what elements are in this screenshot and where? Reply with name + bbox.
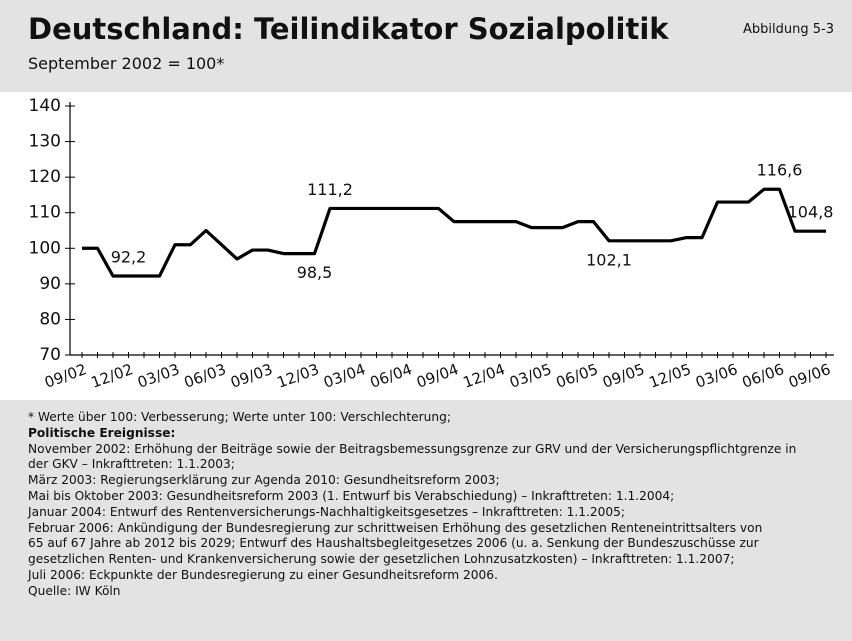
chart-title: Deutschland: Teilindikator Sozialpolitik (28, 12, 669, 46)
y-tick-label: 80 (39, 309, 61, 329)
note-line: gesetzlichen Renten- und Krankenversiche… (28, 552, 735, 567)
note-line: Februar 2006: Ankündigung der Bundesregi… (28, 520, 763, 535)
data-label: 102,1 (586, 250, 632, 269)
note-line: 65 auf 67 Jahre ab 2012 bis 2029; Entwur… (28, 536, 759, 551)
note-line: Januar 2004: Entwurf des Rentenversicher… (28, 504, 626, 519)
note-line: Politische Ereignisse: (28, 425, 176, 440)
plot-background (0, 92, 852, 400)
y-tick-label: 110 (29, 203, 61, 223)
data-label: 92,2 (111, 248, 147, 267)
data-label: 98,5 (297, 263, 333, 282)
data-label: 104,8 (788, 203, 834, 222)
note-line: der GKV – Inkrafttreten: 1.1.2003; (28, 457, 235, 472)
y-tick-label: 70 (39, 345, 61, 365)
note-line: März 2003: Regierungserklärung zur Agend… (28, 473, 500, 488)
note-line: Mai bis Oktober 2003: Gesundheitsreform … (28, 488, 675, 503)
data-label: 111,2 (307, 180, 353, 199)
y-tick-label: 130 (29, 132, 61, 152)
y-tick-label: 90 (39, 274, 61, 294)
figure-label: Abbildung 5-3 (743, 22, 834, 37)
y-tick-label: 140 (29, 96, 61, 116)
note-line: * Werte über 100: Verbesserung; Werte un… (28, 410, 451, 424)
notes: * Werte über 100: Verbesserung; Werte un… (28, 410, 796, 600)
y-tick-label: 100 (29, 238, 61, 258)
note-line: Quelle: IW Köln (28, 583, 121, 598)
note-line: November 2002: Erhöhung der Beiträge sow… (28, 441, 797, 456)
y-tick-label: 120 (29, 167, 61, 187)
note-line: Juli 2006: Eckpunkte der Bundesregierung… (28, 567, 498, 582)
line (82, 187, 826, 278)
data-label: 116,6 (757, 161, 803, 180)
chart-subtitle: September 2002 = 100* (28, 54, 225, 73)
